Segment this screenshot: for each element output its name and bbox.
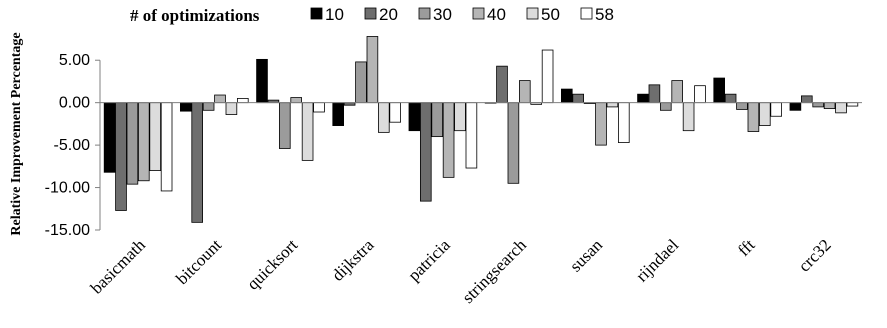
bar-rijndael-20 <box>648 84 661 104</box>
bar-basicmath-58 <box>160 102 173 192</box>
bar-crc32-30 <box>812 102 824 108</box>
bar-bitcount-58 <box>236 98 249 104</box>
bar-quicksort-10 <box>256 58 268 104</box>
bar-bitcount-30 <box>202 102 215 111</box>
bar-fft-30 <box>736 102 748 110</box>
legend: 10 20 30 40 50 58 <box>310 5 614 24</box>
bar-basicmath-30 <box>126 102 139 185</box>
bars <box>103 36 859 223</box>
bar-basicmath-20 <box>115 102 127 211</box>
bar-crc32-50 <box>835 102 847 114</box>
bar-dijkstra-10 <box>332 102 344 126</box>
legend-label-30: 30 <box>433 5 452 24</box>
y-axis-ticks: 5.00 0.00 -5.00 -10.00 -15.00 <box>45 52 100 239</box>
bar-dijkstra-40 <box>366 36 379 104</box>
x-category-label: stringsearch <box>458 235 530 307</box>
bar-quicksort-50 <box>301 102 314 161</box>
bar-crc32-20 <box>801 95 813 104</box>
x-category-label: bitcount <box>172 235 225 288</box>
bar-patricia-10 <box>408 102 421 132</box>
bar-quicksort-40 <box>290 97 302 104</box>
bar-rijndael-40 <box>671 80 683 104</box>
legend-swatch-30 <box>418 7 431 20</box>
y-tick-label: 0.00 <box>59 95 90 112</box>
bar-fft-20 <box>724 93 737 104</box>
x-category-label: basicmath <box>87 235 150 298</box>
bar-dijkstra-30 <box>355 61 367 104</box>
y-tick-label: 5.00 <box>59 52 90 69</box>
bar-crc32-58 <box>846 102 859 107</box>
bar-bitcount-40 <box>214 94 226 104</box>
bar-crc32-40 <box>823 102 836 110</box>
legend-swatch-50 <box>526 7 539 20</box>
x-category-label: susan <box>566 235 607 276</box>
bar-stringsearch-20 <box>496 65 508 104</box>
bar-patricia-50 <box>454 102 466 132</box>
legend-label-40: 40 <box>487 5 506 24</box>
y-tick-label: -5.00 <box>54 137 91 154</box>
legend-title: # of optimizations <box>130 6 260 25</box>
bar-patricia-30 <box>431 102 443 138</box>
y-tick-label: -10.00 <box>45 180 90 197</box>
legend-swatch-40 <box>472 7 485 20</box>
bar-fft-58 <box>770 102 782 117</box>
legend-swatch-20 <box>364 7 377 20</box>
y-axis-label: Relative Improvement Percentage <box>9 32 24 235</box>
bar-basicmath-50 <box>149 102 162 171</box>
x-category-label: patricia <box>404 235 454 285</box>
bar-dijkstra-50 <box>377 102 390 133</box>
y-tick-label: -15.00 <box>45 222 90 239</box>
legend-label-58: 58 <box>595 5 614 24</box>
bar-fft-40 <box>747 102 760 132</box>
bar-stringsearch-58 <box>541 49 554 104</box>
x-category-label: fft <box>734 235 759 260</box>
x-category-label: crc32 <box>795 235 835 275</box>
legend-label-10: 10 <box>325 5 344 24</box>
bar-bitcount-20 <box>191 102 204 223</box>
bar-susan-40 <box>595 102 607 146</box>
x-category-label: rijndael <box>632 235 682 285</box>
x-category-label: dijkstra <box>328 235 378 285</box>
bar-crc32-10 <box>789 102 802 111</box>
bar-stringsearch-30 <box>507 102 520 184</box>
bar-patricia-40 <box>442 102 455 178</box>
bar-fft-50 <box>759 102 771 126</box>
bar-basicmath-10 <box>103 102 116 173</box>
bar-rijndael-10 <box>637 93 649 104</box>
legend-swatch-58 <box>580 7 593 20</box>
bar-patricia-58 <box>465 102 478 169</box>
bar-susan-58 <box>618 102 630 143</box>
legend-swatch-10 <box>310 7 323 20</box>
bar-bitcount-50 <box>225 102 238 115</box>
x-axis-labels: basicmath bitcount quicksort dijkstra patric… <box>87 235 835 307</box>
bar-bitcount-10 <box>179 102 192 112</box>
bar-stringsearch-40 <box>519 80 531 104</box>
bar-quicksort-58 <box>313 102 325 113</box>
bar-susan-10 <box>561 88 573 104</box>
bar-fft-10 <box>713 77 725 104</box>
x-category-label: quicksort <box>243 235 301 293</box>
bar-basicmath-40 <box>137 102 150 182</box>
bar-dijkstra-58 <box>389 102 401 123</box>
bar-rijndael-58 <box>694 85 706 104</box>
bar-susan-50 <box>606 102 619 108</box>
legend-label-20: 20 <box>379 5 398 24</box>
bar-rijndael-30 <box>660 102 672 111</box>
bar-patricia-20 <box>419 102 432 202</box>
bar-quicksort-30 <box>278 102 291 149</box>
legend-label-50: 50 <box>541 5 560 24</box>
bar-rijndael-50 <box>682 102 695 132</box>
bar-susan-20 <box>572 93 584 104</box>
